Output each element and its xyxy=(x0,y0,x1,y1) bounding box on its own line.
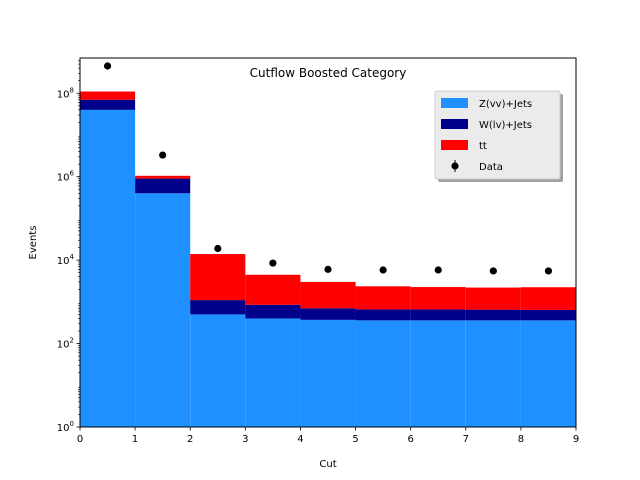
bar-w-lv-jets-bin-8 xyxy=(520,309,576,321)
bar-z-vv-jets-bin-5 xyxy=(355,320,411,427)
x-tick-label: 1 xyxy=(132,434,138,445)
x-tick-label: 7 xyxy=(463,434,469,445)
bar-tt-bin-5 xyxy=(355,286,411,310)
legend-data-marker xyxy=(451,162,459,170)
y-tick-label: 102 xyxy=(57,337,74,351)
bar-w-lv-jets-bin-0 xyxy=(80,99,136,110)
bar-z-vv-jets-bin-1 xyxy=(135,193,191,427)
x-axis-label: Cut xyxy=(319,459,336,470)
data-point-6 xyxy=(434,266,442,274)
chart-title: Cutflow Boosted Category xyxy=(250,66,407,80)
x-tick-label: 3 xyxy=(242,434,248,445)
bar-z-vv-jets-bin-7 xyxy=(465,320,521,427)
bar-tt-bin-8 xyxy=(520,287,576,310)
legend-label: Z(vv)+Jets xyxy=(479,99,532,110)
data-point-3 xyxy=(269,259,277,267)
bar-z-vv-jets-bin-0 xyxy=(80,109,136,427)
x-tick-label: 4 xyxy=(297,434,303,445)
x-tick-label: 9 xyxy=(573,434,579,445)
x-tick-label: 5 xyxy=(352,434,358,445)
legend-swatch xyxy=(441,140,468,150)
y-axis-ticks: 100 102 104 106 108 xyxy=(57,60,80,434)
bar-tt-bin-3 xyxy=(245,274,301,305)
y-tick-label: 104 xyxy=(57,253,75,267)
bar-z-vv-jets-bin-2 xyxy=(190,314,246,427)
legend-swatch xyxy=(441,98,468,108)
stacked-bars xyxy=(80,91,576,427)
bar-w-lv-jets-bin-7 xyxy=(465,309,521,321)
bar-w-lv-jets-bin-2 xyxy=(190,300,246,315)
bar-tt-bin-6 xyxy=(410,287,466,310)
y-tick-label: 106 xyxy=(57,170,75,184)
plot-frame xyxy=(79,57,577,428)
legend: Z(vv)+Jets W(lv)+Jets tt Data xyxy=(434,90,563,182)
bar-tt-bin-2 xyxy=(190,254,246,301)
bar-z-vv-jets-bin-8 xyxy=(520,320,576,427)
legend-swatch xyxy=(441,119,468,129)
bar-tt-bin-7 xyxy=(465,287,521,310)
data-point-7 xyxy=(489,267,497,275)
bar-z-vv-jets-bin-3 xyxy=(245,318,301,427)
data-point-0 xyxy=(103,62,112,70)
bar-w-lv-jets-bin-6 xyxy=(410,309,466,321)
bar-w-lv-jets-bin-3 xyxy=(245,304,301,319)
data-point-2 xyxy=(214,244,222,253)
x-tick-label: 0 xyxy=(77,434,83,445)
x-tick-label: 2 xyxy=(187,434,193,445)
data-point-5 xyxy=(379,266,387,274)
data-point-8 xyxy=(544,267,553,275)
bar-z-vv-jets-bin-6 xyxy=(410,320,466,427)
legend-box xyxy=(434,90,561,180)
x-tick-label: 6 xyxy=(407,434,413,445)
bar-z-vv-jets-bin-4 xyxy=(300,319,356,427)
bar-tt-bin-4 xyxy=(300,281,356,309)
bar-w-lv-jets-bin-5 xyxy=(355,309,411,321)
data-points xyxy=(103,62,553,275)
x-tick-label: 8 xyxy=(518,434,524,445)
legend-label: tt xyxy=(479,141,487,152)
legend-label: W(lv)+Jets xyxy=(479,120,532,131)
bar-tt-bin-0 xyxy=(80,91,136,100)
y-tick-label: 100 xyxy=(57,420,74,434)
y-tick-label: 108 xyxy=(57,86,74,100)
data-point-4 xyxy=(324,265,332,273)
bar-tt-bin-1 xyxy=(135,175,191,179)
bar-w-lv-jets-bin-4 xyxy=(300,308,356,320)
data-point-1 xyxy=(159,151,167,159)
bar-w-lv-jets-bin-1 xyxy=(135,178,191,194)
legend-label: Data xyxy=(479,162,503,173)
x-axis-ticks: 0 1 2 3 4 5 6 7 8 9 xyxy=(77,427,579,445)
y-axis-label: Events xyxy=(28,226,39,260)
